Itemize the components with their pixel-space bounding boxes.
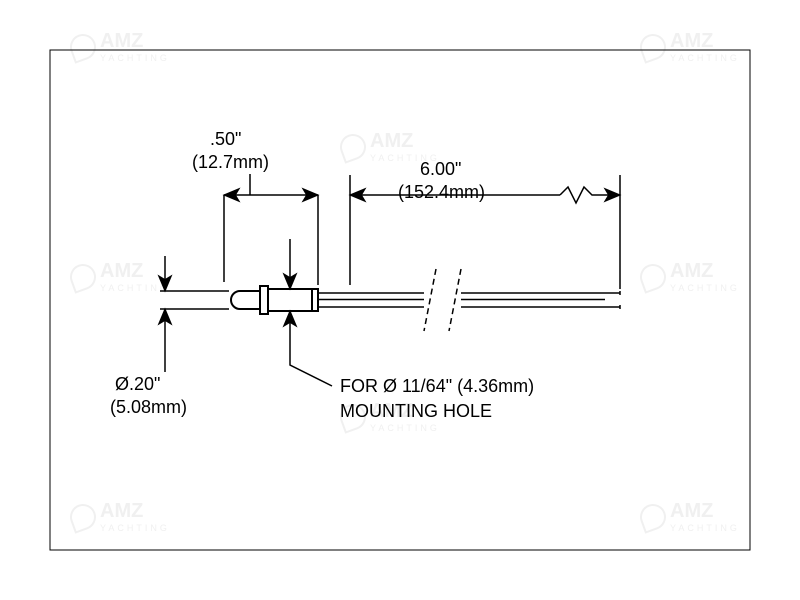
technical-drawing: .50" (12.7mm) 6.00" (152.4mm) Ø.20" (5.0… <box>0 0 800 600</box>
dim-length-inches: 6.00" <box>420 159 461 179</box>
drawing-canvas: AMZYACHTINGAMZYACHTINGAMZYACHTINGAMZYACH… <box>0 0 800 600</box>
mounting-note-line1: FOR Ø 11/64" (4.36mm) <box>340 376 534 396</box>
dim-width-mm: (12.7mm) <box>192 152 269 172</box>
dim-diameter-mm: (5.08mm) <box>110 397 187 417</box>
dim-length-mm: (152.4mm) <box>398 182 485 202</box>
mounting-note-line2: MOUNTING HOLE <box>340 401 492 421</box>
dim-width-inches: .50" <box>210 129 241 149</box>
dim-diameter-inches: Ø.20" <box>115 374 160 394</box>
